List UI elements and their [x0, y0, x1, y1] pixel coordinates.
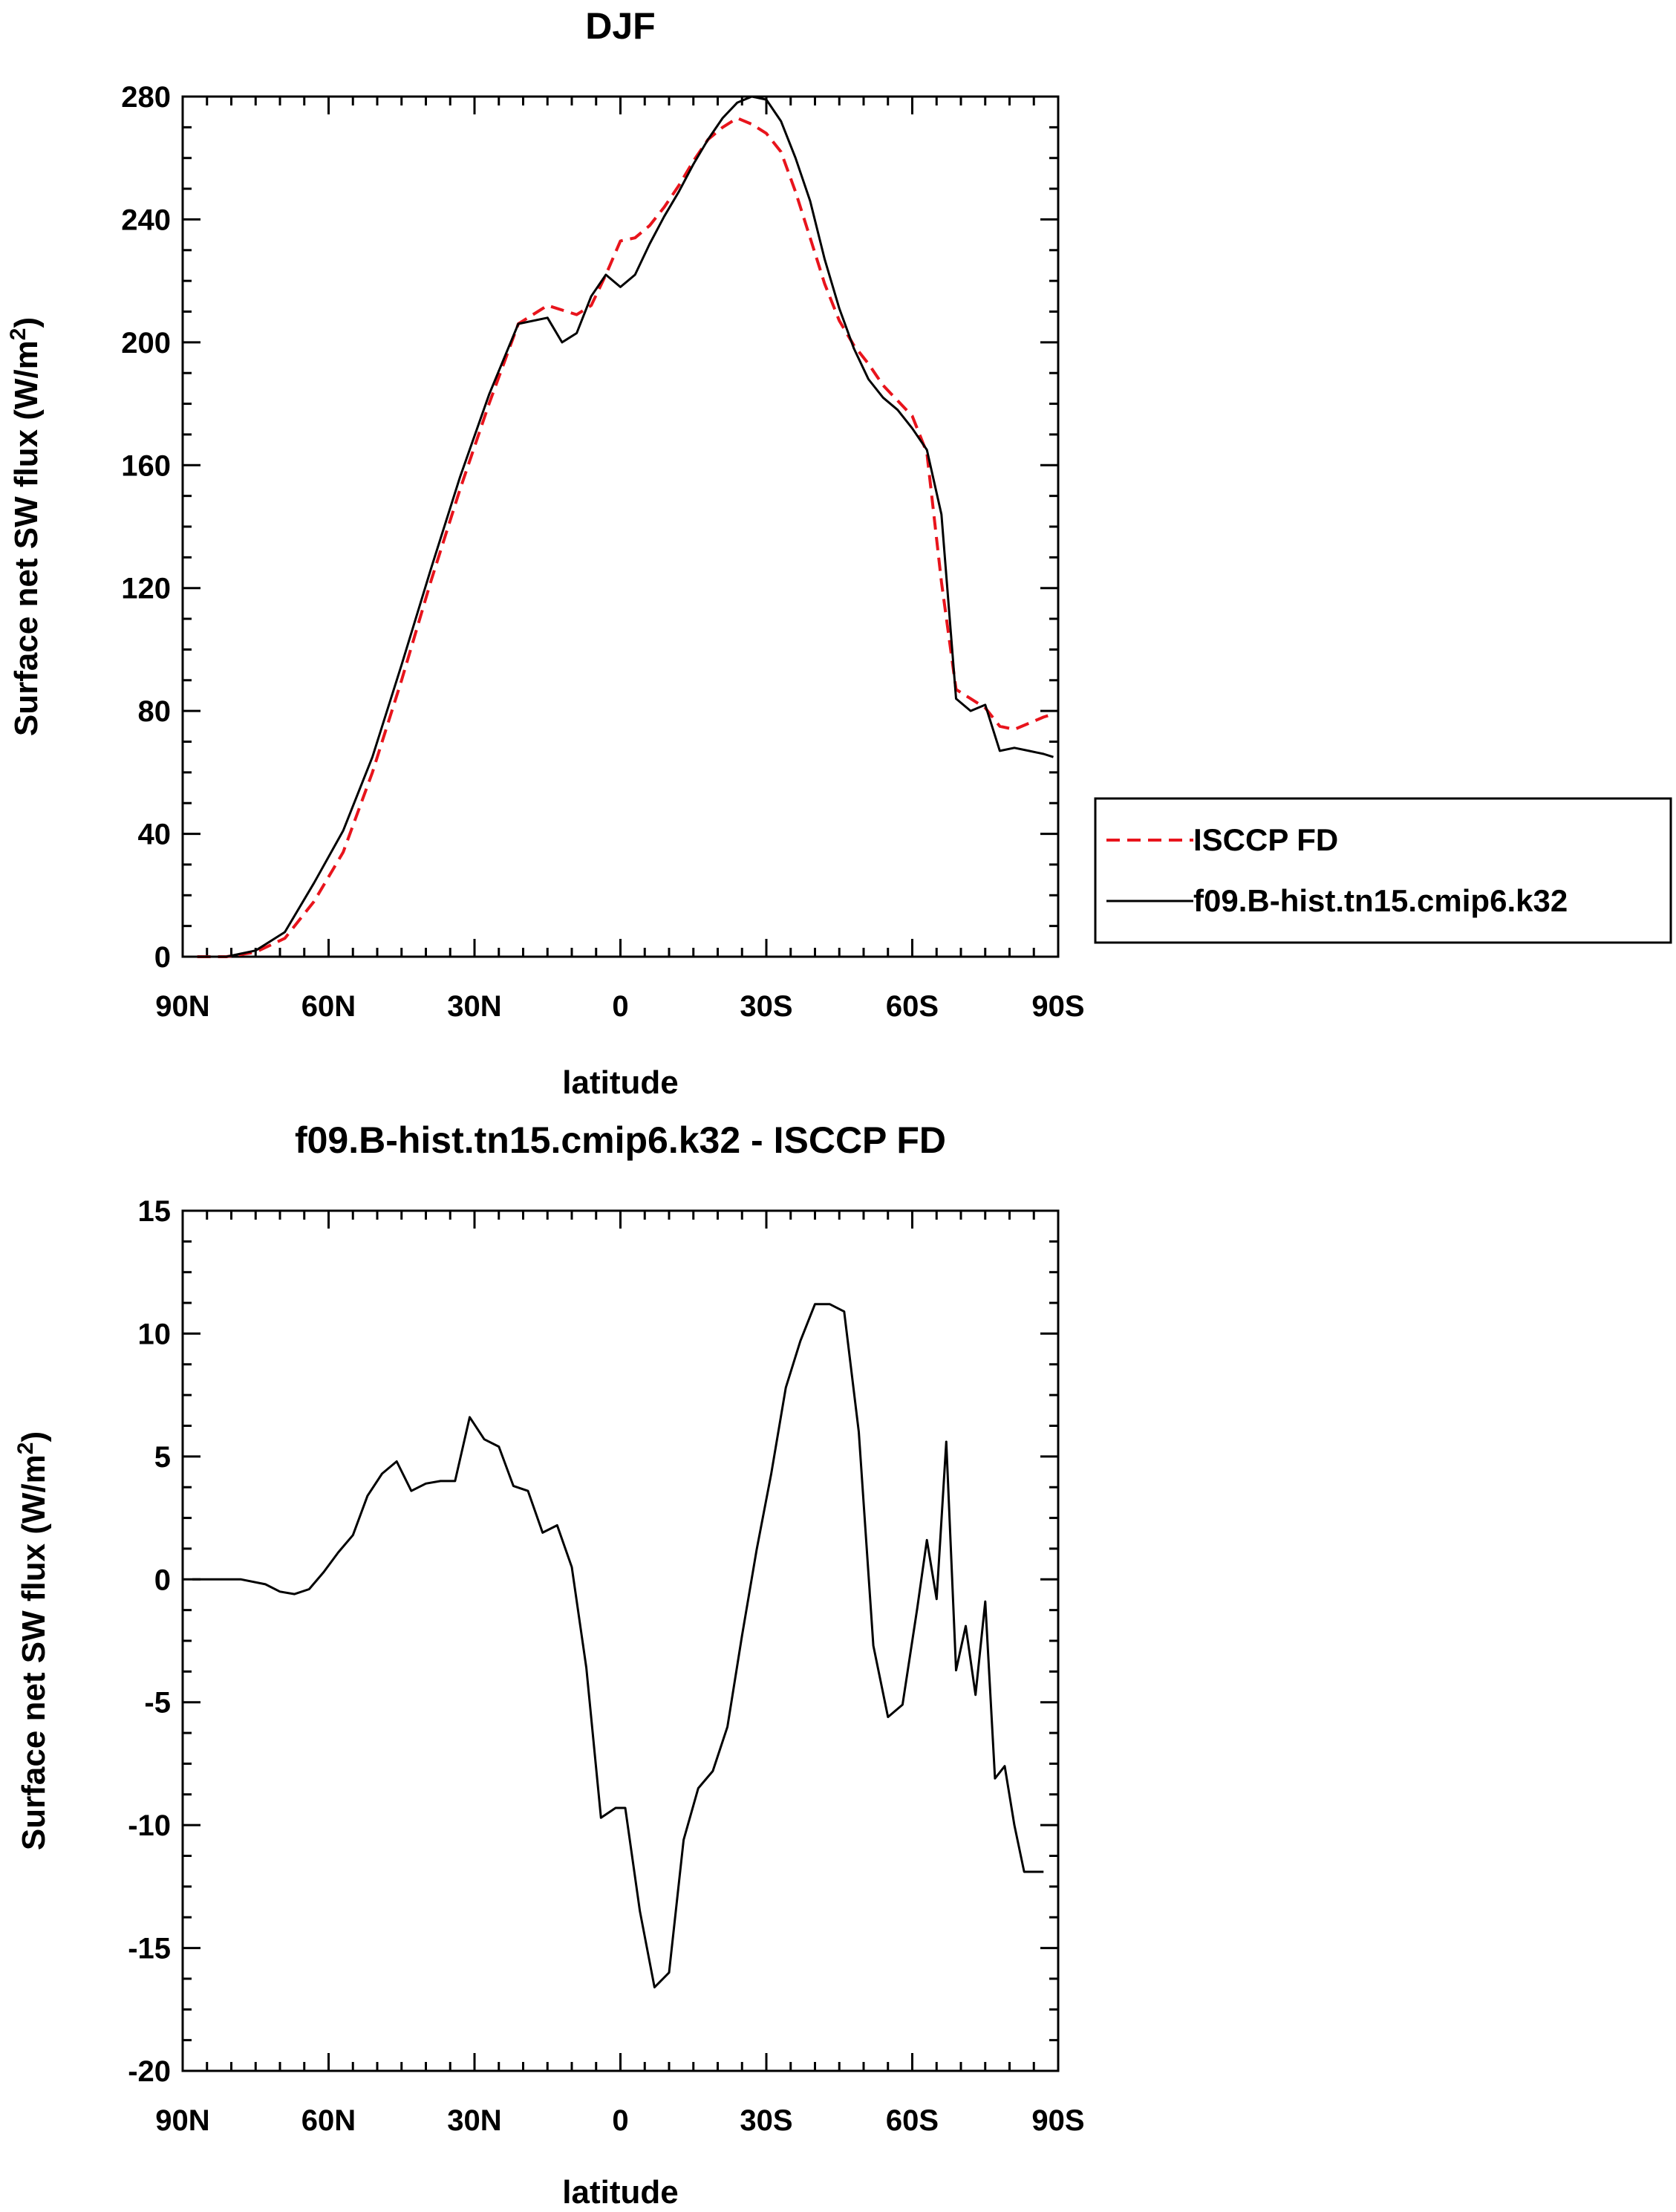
bottom-plot-area: [192, 1303, 1044, 1988]
bottom-y-axis-label-superscript: 2: [13, 1442, 38, 1455]
top-panel: DJF 90N 60N 30N 0 30S 60S 90S 0 40 80 120 160 200 240…: [6, 5, 1085, 1101]
x-tick-label: 60N: [301, 2104, 356, 2137]
y-tick-label: 240: [121, 204, 171, 236]
y-tick-label: 15: [138, 1195, 172, 1228]
y-tick-label: 0: [154, 1564, 171, 1596]
y-tick-label: 80: [138, 695, 172, 728]
x-tick-label: 60S: [886, 2104, 939, 2137]
top-plot-area: [197, 95, 1054, 958]
y-tick-label: 120: [121, 573, 171, 605]
plot-frame: [181, 95, 1060, 958]
y-tick-label: 40: [138, 819, 172, 851]
x-tick-label: 60N: [301, 990, 356, 1023]
x-tick-label: 30S: [740, 2104, 792, 2137]
x-tick-label: 90S: [1031, 990, 1084, 1023]
x-tick-label: 30S: [740, 990, 792, 1023]
x-tick-label: 90N: [155, 2104, 209, 2137]
top-y-axis-label: Surface net SW flux (W/m2): [6, 317, 45, 736]
x-tick-label: 90S: [1031, 2104, 1084, 2137]
x-tick-label: 90N: [155, 990, 209, 1023]
bottom-panel: f09.B-hist.tn15.cmip6.k32 - ISCCP FD 90N…: [13, 1119, 1085, 2211]
legend-label-isccp: ISCCP FD: [1193, 822, 1338, 857]
x-tick-label: 0: [612, 2104, 628, 2137]
y-tick-label: 10: [138, 1318, 172, 1350]
legend: ISCCP FD f09.B-hist.tn15.cmip6.k32: [1094, 797, 1672, 944]
top-x-axis-label: latitude: [562, 1064, 678, 1101]
top-chart-title: DJF: [585, 5, 655, 47]
x-tick-label: 0: [612, 990, 628, 1023]
x-tick-label: 60S: [886, 990, 939, 1023]
y-tick-label: 200: [121, 327, 171, 360]
bottom-chart-title: f09.B-hist.tn15.cmip6.k32 - ISCCP FD: [295, 1119, 946, 1161]
y-tick-label: -20: [128, 2055, 171, 2088]
y-tick-label: -5: [144, 1687, 171, 1720]
bottom-y-axis-label: Surface net SW flux (W/m2): [13, 1431, 52, 1850]
y-tick-label: -15: [128, 1933, 171, 1965]
bottom-axes: 90N 60N 30N 0 30S 60S 90S -20 -15 -10 -5 0 5 10 15: [128, 1195, 1084, 2137]
y-tick-label: -10: [128, 1809, 171, 1842]
y-tick-label: 160: [121, 449, 171, 482]
legend-label-model: f09.B-hist.tn15.cmip6.k32: [1193, 883, 1568, 918]
x-tick-label: 30N: [447, 2104, 501, 2137]
series-line-f09-b-hist-tn15-cmip6-k32: [197, 95, 1054, 958]
legend-box: [1094, 797, 1672, 944]
top-y-axis-label-superscript: 2: [6, 328, 30, 341]
y-tick-label: 0: [154, 941, 171, 974]
plot-frame: [181, 1209, 1060, 2072]
bottom-x-axis-label: latitude: [562, 2174, 678, 2211]
y-tick-label: 280: [121, 81, 171, 114]
y-tick-label: 5: [154, 1441, 171, 1474]
top-axes: 90N 60N 30N 0 30S 60S 90S 0 40 80 120 160 200 240 280: [121, 81, 1084, 1023]
series-line-difference: [192, 1303, 1044, 1988]
series-line-isccp-fd: [197, 117, 1054, 958]
x-tick-label: 30N: [447, 990, 501, 1023]
